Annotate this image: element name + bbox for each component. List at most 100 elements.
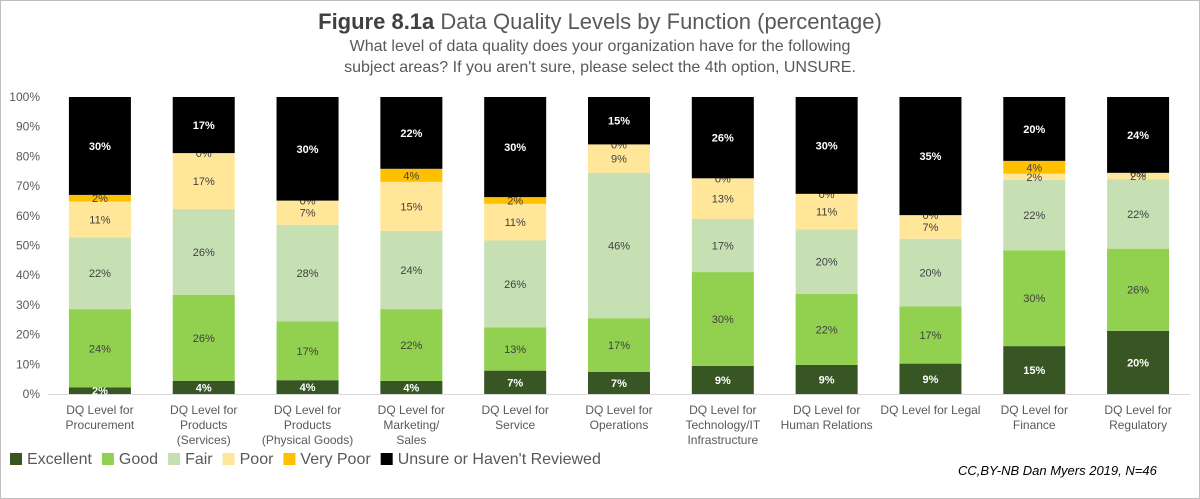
y-tick-label: 50% [16,239,40,253]
x-category-label: Operations [590,418,649,432]
data-label: 15% [1023,365,1045,377]
data-label: 13% [504,344,526,356]
bar-segment [276,321,339,381]
data-label: 7% [611,378,627,390]
bar-segment [484,370,547,394]
data-label: 30% [297,144,319,156]
data-label: 17% [712,241,734,253]
bar-segment [899,215,962,239]
data-label: 9% [923,374,939,386]
data-label: 7% [507,377,523,389]
y-tick-label: 20% [16,328,40,342]
data-label: 2% [92,193,108,205]
y-tick-label: 60% [16,209,40,223]
data-label: 22% [400,128,422,140]
y-tick-label: 80% [16,149,40,163]
bar-segment [484,327,547,371]
x-category-label: Products [284,418,331,432]
chart-credit: CC,BY-NB Dan Myers 2019, N=46 [958,463,1157,478]
x-category-label: Infrastructure [687,433,758,447]
data-label: 9% [611,154,627,166]
legend-label: Unsure or Haven't Reviewed [398,451,601,468]
data-label: 20% [919,268,941,280]
chart-title: Figure 8.1a Data Quality Levels by Funct… [0,8,1200,36]
data-label: 26% [193,333,215,345]
data-label: 30% [1023,293,1045,305]
legend-label: Fair [185,451,213,468]
title-block: Figure 8.1a Data Quality Levels by Funct… [0,8,1200,78]
bar-segment [172,97,235,154]
data-label: 30% [712,314,734,326]
bar-segment [1003,346,1066,394]
data-label: 2% [92,386,108,398]
bar-segment [1003,97,1066,161]
data-label: 2% [1026,172,1042,184]
bar-segment [588,371,650,394]
x-category-label: Service [495,418,535,432]
x-category-label: (Physical Goods) [262,433,353,447]
data-label: 17% [608,340,630,352]
bar-segment [172,380,235,394]
data-label: 30% [89,141,111,153]
data-label: 11% [816,207,837,219]
data-label: 4% [1026,162,1042,174]
data-label: 24% [1127,130,1149,142]
data-label: 4% [300,382,316,394]
x-category-label: DQ Level for [378,403,445,417]
figure-number: Figure 8.1a [318,9,435,34]
data-label: 22% [1023,210,1045,222]
x-category-label: DQ Level for [274,403,341,417]
data-label: 4% [403,382,419,394]
bar-segment [1107,97,1170,173]
data-label: 17% [193,120,215,132]
data-label: 11% [89,214,110,226]
bar-segment [691,365,754,394]
bar-segment [380,97,443,169]
bar-segment [380,168,443,182]
x-category-label: Human Relations [781,418,873,432]
y-tick-label: 40% [16,268,40,282]
bar-segment [795,229,858,294]
x-category-label: (Services) [177,433,231,447]
y-tick-label: 0% [23,387,41,401]
data-label: 17% [297,346,319,358]
bar-segment [899,97,962,216]
x-category-label: DQ Level for [482,403,549,417]
bar-segment [172,153,235,210]
bar-segment [588,172,650,319]
bar-segment [899,363,962,394]
bar-segment [1003,180,1066,251]
data-label: 17% [193,176,215,188]
bar-segment [484,203,547,241]
x-category-label: DQ Level for [1104,403,1171,417]
bar-segment [691,97,754,179]
bar-segment [484,240,547,328]
bar-segment [276,200,339,225]
bar-segment [380,380,443,394]
bar-segment [1003,160,1066,174]
data-label: 20% [816,257,838,269]
data-label: 15% [400,201,422,213]
data-label: 26% [712,133,734,145]
bar-segment [68,237,131,310]
bar-segment [68,387,131,394]
x-category-label: Procurement [66,418,135,432]
bar-segment [691,218,754,273]
data-label: 20% [1127,357,1149,369]
bar-segment [691,272,754,366]
bar-segment [380,309,443,381]
data-label: 28% [297,268,319,280]
bar-segment [1107,248,1170,331]
data-label: 35% [919,151,941,163]
bar-segment [68,201,131,238]
bar-segment [1003,173,1066,181]
title-text: Data Quality Levels by Function (percent… [440,9,882,34]
data-label: 24% [89,343,111,355]
x-category-label: DQ Level for [689,403,756,417]
data-label: 4% [196,382,212,394]
x-category-label: DQ Level for [66,403,133,417]
bar-segment [795,364,858,394]
legend-swatch [283,453,296,465]
bar-segment [588,97,650,145]
bar-segment [484,197,547,204]
